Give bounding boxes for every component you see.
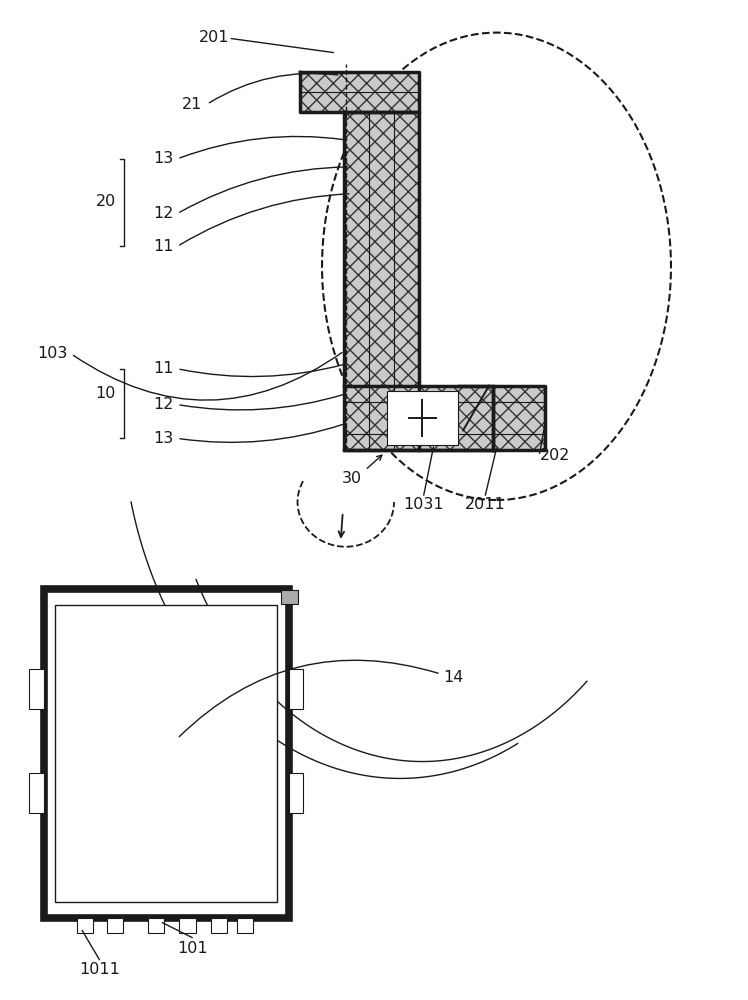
- Bar: [289, 669, 304, 709]
- Bar: [211, 918, 227, 933]
- Bar: [236, 918, 253, 933]
- Bar: [300, 72, 419, 112]
- Text: 103: 103: [37, 346, 68, 361]
- Text: 14: 14: [443, 670, 464, 685]
- Bar: [77, 918, 94, 933]
- Text: 12: 12: [153, 206, 174, 221]
- Bar: [147, 918, 164, 933]
- Text: 1031: 1031: [403, 497, 444, 512]
- Text: 20: 20: [96, 194, 116, 209]
- Text: 13: 13: [153, 151, 174, 166]
- Bar: [180, 918, 196, 933]
- Text: 21: 21: [181, 97, 202, 112]
- Bar: [289, 773, 304, 813]
- Text: 13: 13: [153, 431, 174, 446]
- Text: 1011: 1011: [79, 962, 120, 977]
- Text: 101: 101: [177, 941, 207, 956]
- Bar: [344, 386, 493, 450]
- Text: 11: 11: [153, 239, 174, 254]
- Text: 202: 202: [539, 448, 570, 463]
- Bar: [107, 918, 123, 933]
- Bar: [28, 669, 43, 709]
- Bar: [55, 605, 277, 902]
- Bar: [387, 391, 458, 445]
- Text: 201: 201: [199, 30, 229, 45]
- Text: 11: 11: [153, 361, 174, 376]
- Text: 2011: 2011: [465, 497, 506, 512]
- Text: 30: 30: [342, 471, 362, 486]
- Bar: [344, 72, 419, 450]
- Bar: [493, 386, 545, 450]
- Bar: [281, 589, 298, 604]
- Bar: [43, 589, 289, 918]
- Text: 10: 10: [95, 386, 116, 401]
- Bar: [28, 773, 43, 813]
- Text: 12: 12: [153, 397, 174, 412]
